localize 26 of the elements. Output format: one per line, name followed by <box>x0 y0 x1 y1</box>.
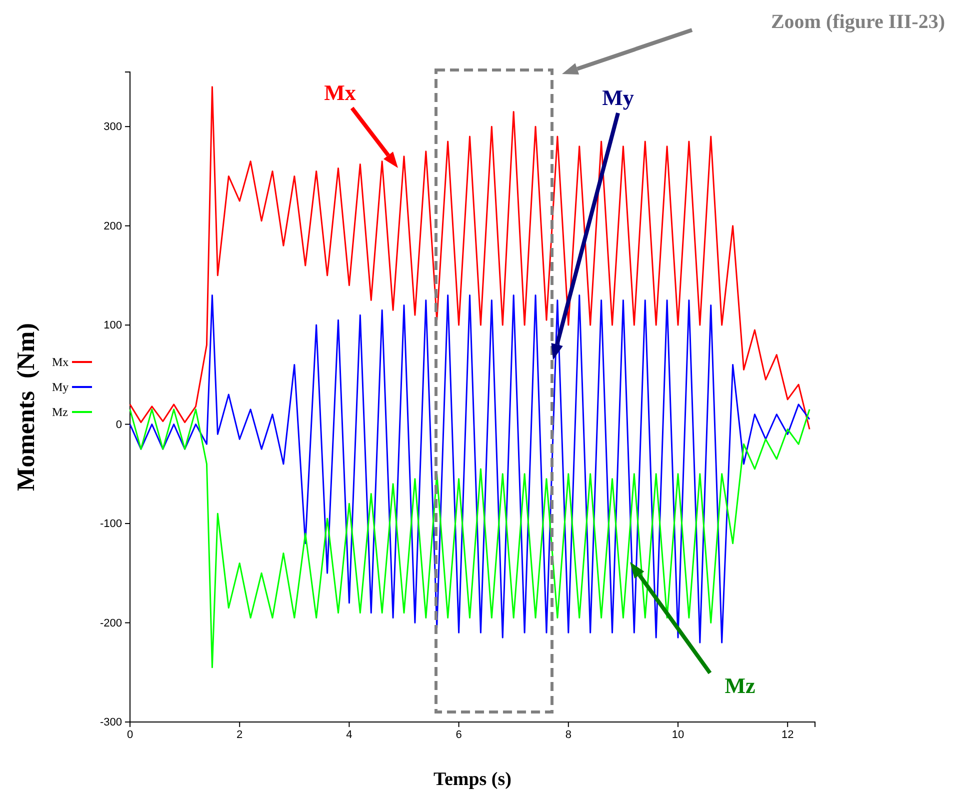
x-tick-label: 6 <box>456 728 462 741</box>
y-axis-title: Moments (Nm) <box>13 322 40 492</box>
text: Mz <box>724 673 756 698</box>
x-tick-label: 8 <box>565 728 572 741</box>
y-tick-label: 100 <box>104 320 122 332</box>
x-tick-label: 2 <box>236 728 243 741</box>
x-tick-label: 4 <box>346 728 352 741</box>
line-series <box>129 294 810 644</box>
x-tick-label: 10 <box>672 728 684 741</box>
y-tick-label: -200 <box>100 617 122 630</box>
text: My <box>602 85 634 110</box>
line-series <box>129 408 810 668</box>
x-axis-title: Temps (s) <box>434 769 512 790</box>
line-series <box>129 86 810 430</box>
y-tick-label: -300 <box>100 716 122 729</box>
y-tick-label: 300 <box>104 121 122 134</box>
y-tick-label: 0 <box>116 418 122 431</box>
y-tick-label: 200 <box>104 220 122 232</box>
text: Zoom (figure III-23) <box>770 11 945 33</box>
legend-label: Mz <box>52 405 68 419</box>
legend-label: My <box>52 380 69 394</box>
x-tick-label: 12 <box>781 728 794 741</box>
x-tick-label: 0 <box>126 728 134 741</box>
text: Mx <box>324 80 356 105</box>
legend-label: Mx <box>52 355 69 369</box>
y-tick-label: -100 <box>100 518 122 530</box>
